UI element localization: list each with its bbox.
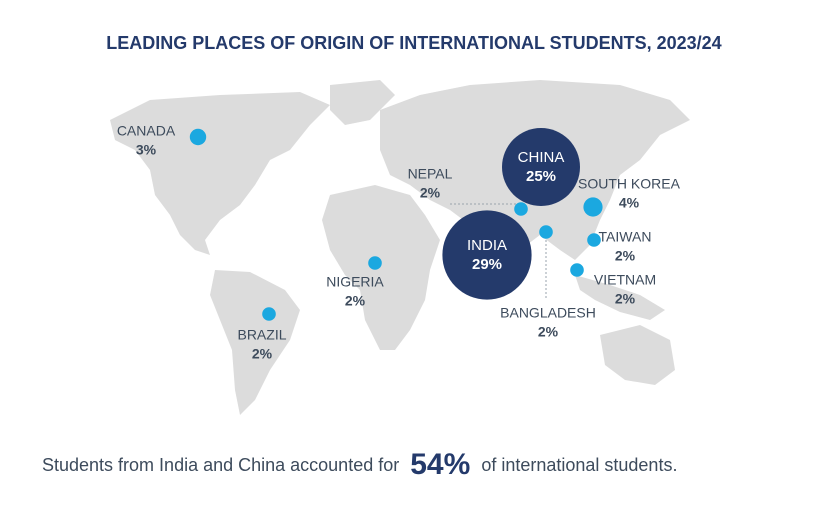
bubble <box>189 128 207 146</box>
place-name: TAIWAN <box>599 229 652 245</box>
bubble <box>514 202 528 216</box>
place-name: CHINA <box>518 149 565 166</box>
bubble <box>502 128 580 206</box>
place-name: INDIA <box>467 237 507 254</box>
bubble <box>583 197 603 217</box>
footer: Students from India and China accounted … <box>42 448 677 481</box>
place-value: 29% <box>472 256 502 273</box>
bubble <box>262 307 276 321</box>
footer-text: of international students. <box>481 455 677 475</box>
place-name: SOUTH KOREA <box>578 176 681 192</box>
bubble <box>587 233 601 247</box>
place-value: 4% <box>619 195 640 211</box>
place-value: 2% <box>538 324 559 340</box>
place-value: 2% <box>420 185 441 201</box>
place-name: NEPAL <box>408 166 453 182</box>
bubble <box>442 210 532 300</box>
place-name: BANGLADESH <box>500 305 596 321</box>
place-name: CANADA <box>117 123 176 139</box>
place-value: 25% <box>526 168 556 185</box>
place-value: 2% <box>345 293 366 309</box>
bubble <box>368 256 382 270</box>
place-name: VIETNAM <box>594 272 656 288</box>
place-name: BRAZIL <box>237 327 286 343</box>
title: LEADING PLACES OF ORIGIN OF INTERNATIONA… <box>106 33 721 53</box>
place-value: 2% <box>252 346 273 362</box>
bubble <box>570 263 584 277</box>
bubble <box>539 225 553 239</box>
place-value: 2% <box>615 291 636 307</box>
footer-text: Students from India and China accounted … <box>42 455 399 475</box>
place-value: 2% <box>615 248 636 264</box>
place-value: 3% <box>136 142 157 158</box>
footer-highlight: 54% <box>410 448 470 481</box>
place-name: NIGERIA <box>326 274 384 290</box>
